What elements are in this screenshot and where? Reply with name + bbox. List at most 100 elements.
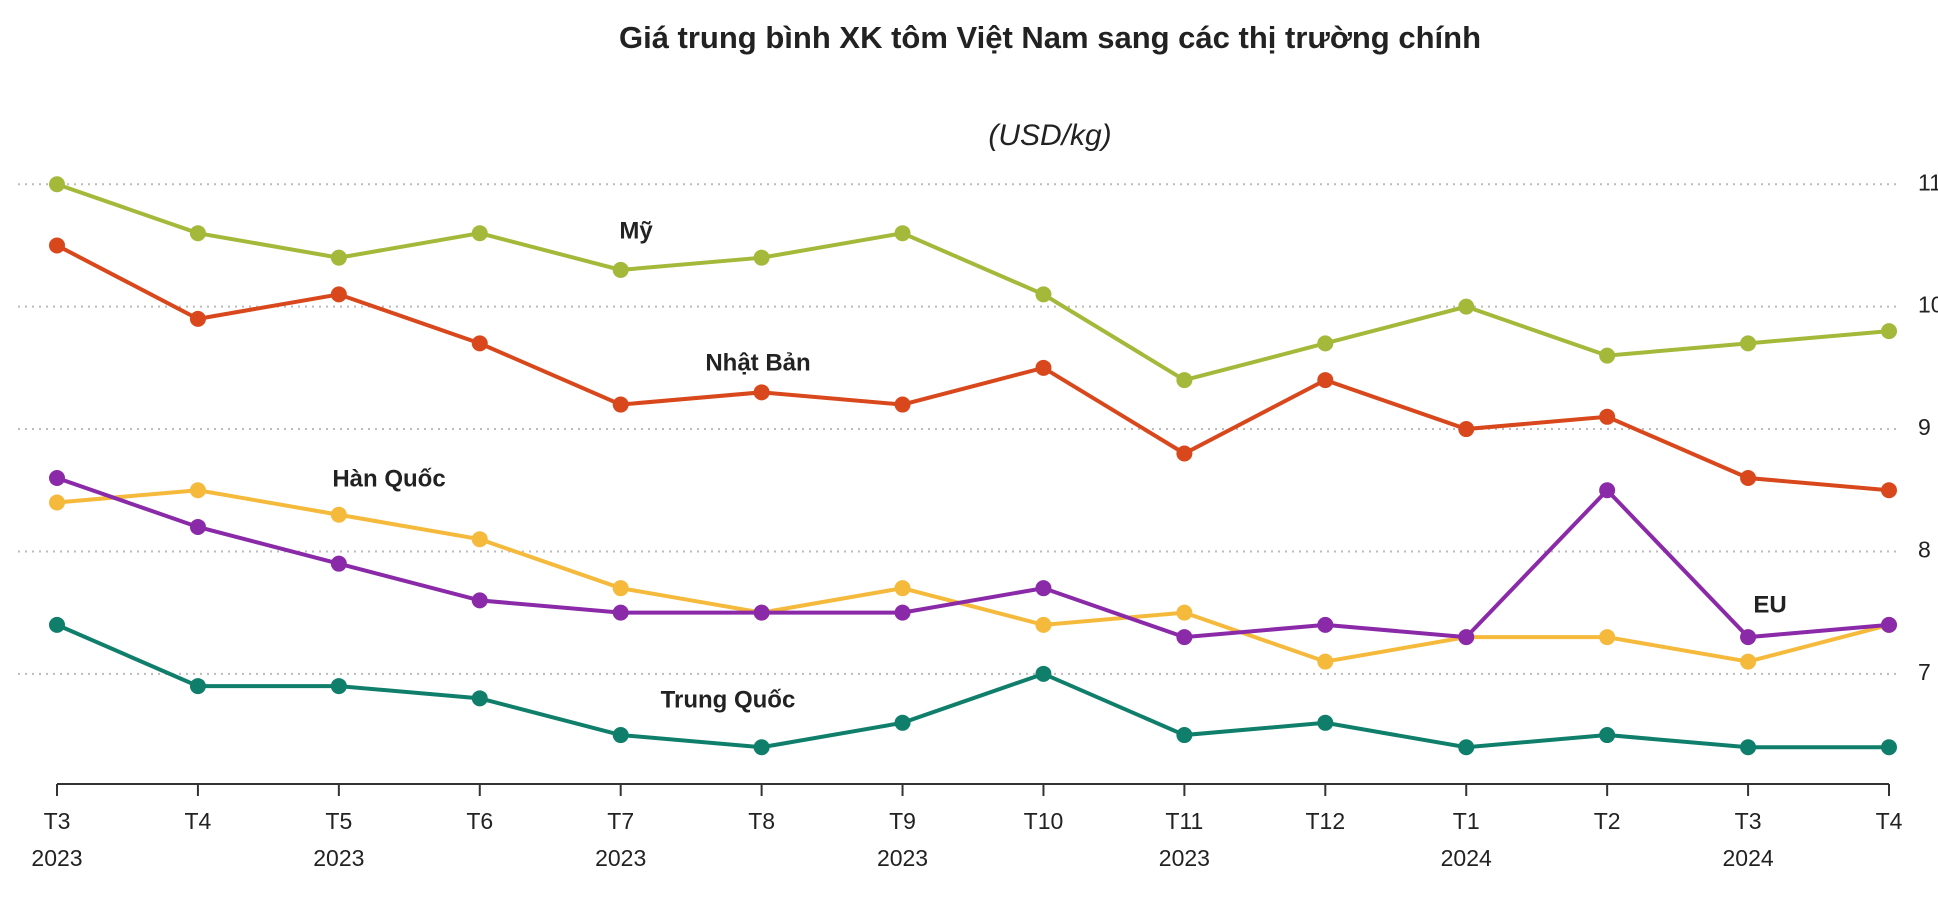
data-point — [753, 604, 770, 621]
series-label: Hàn Quốc — [332, 465, 445, 492]
x-tick-label: T3 — [1735, 808, 1762, 834]
x-tick-year: 2023 — [595, 845, 646, 871]
x-tick-year: 2023 — [31, 845, 82, 871]
data-point — [1458, 421, 1475, 438]
data-point — [1176, 604, 1193, 621]
x-tick-label: T5 — [325, 808, 352, 834]
data-point — [1317, 335, 1334, 352]
data-point — [1317, 653, 1334, 670]
data-point — [1176, 629, 1193, 646]
data-point — [1458, 629, 1475, 646]
data-point — [894, 225, 911, 242]
data-point — [1035, 665, 1052, 682]
data-point — [330, 286, 347, 303]
x-tick-label: T12 — [1305, 808, 1345, 834]
series-line — [56, 476, 1890, 640]
series-line — [56, 182, 1890, 383]
data-point — [1458, 298, 1475, 315]
x-tick-year: 2023 — [313, 845, 364, 871]
y-tick-label: 9 — [1918, 414, 1931, 440]
x-tick-label: T7 — [607, 808, 634, 834]
data-point — [1881, 482, 1897, 499]
x-tick-year: 2024 — [1441, 845, 1492, 871]
data-point — [612, 396, 629, 413]
x-tick-year: 2023 — [877, 845, 928, 871]
series-label: Trung Quốc — [661, 686, 796, 713]
data-point — [753, 249, 770, 266]
series-line — [56, 488, 1890, 664]
data-point — [1317, 714, 1334, 731]
data-point — [1740, 739, 1757, 756]
y-tick-label: 8 — [1918, 537, 1931, 563]
data-point — [330, 678, 347, 695]
y-tick-label: 10 — [1918, 292, 1938, 318]
data-point — [612, 261, 629, 278]
data-point — [1740, 653, 1757, 670]
series-label: Nhật Bản — [705, 349, 810, 376]
data-point — [1740, 629, 1757, 646]
chart-title: Giá trung bình XK tôm Việt Nam sang các … — [619, 20, 1481, 55]
x-tick-year: 2024 — [1722, 845, 1773, 871]
x-tick-label: T4 — [185, 808, 212, 834]
data-point — [189, 310, 206, 327]
series-label: Mỹ — [619, 217, 653, 244]
data-point — [1035, 359, 1052, 376]
data-point — [1176, 727, 1193, 744]
data-point — [1881, 323, 1897, 340]
data-point — [1599, 408, 1616, 425]
data-point — [189, 678, 206, 695]
y-tick-label: 7 — [1918, 659, 1931, 685]
data-point — [471, 592, 488, 609]
data-point — [471, 690, 488, 707]
x-tick-label: T11 — [1165, 808, 1203, 834]
data-point — [894, 396, 911, 413]
series-label: EU — [1753, 591, 1786, 618]
data-point — [1599, 727, 1616, 744]
data-point — [894, 580, 911, 597]
data-point — [1317, 616, 1334, 633]
data-point — [330, 555, 347, 572]
data-point — [1740, 470, 1757, 486]
data-point — [471, 531, 488, 548]
data-point — [1458, 739, 1475, 756]
data-point — [1035, 616, 1052, 633]
data-point — [894, 604, 911, 621]
data-point — [330, 506, 347, 523]
data-point — [330, 249, 347, 266]
data-point — [189, 482, 206, 499]
y-tick-label: 11 — [1918, 169, 1938, 195]
data-point — [1599, 482, 1616, 499]
x-tick-label: T9 — [889, 808, 916, 834]
data-point — [471, 335, 488, 352]
x-tick-year: 2023 — [1159, 845, 1210, 871]
data-point — [1176, 445, 1193, 462]
data-point — [1035, 286, 1052, 303]
data-point — [49, 176, 65, 193]
data-point — [471, 225, 488, 242]
data-point — [1317, 372, 1334, 389]
x-tick-label: T4 — [1876, 808, 1903, 834]
data-point — [1176, 372, 1193, 389]
x-tick-label: T10 — [1024, 808, 1064, 834]
data-point — [894, 714, 911, 731]
data-point — [49, 494, 65, 511]
data-point — [612, 727, 629, 744]
data-point — [189, 518, 206, 535]
x-tick-label: T6 — [466, 808, 493, 834]
x-tick-label: T8 — [748, 808, 775, 834]
data-point — [1740, 335, 1757, 352]
x-tick-label: T2 — [1594, 808, 1621, 834]
series-line — [56, 243, 1890, 493]
data-point — [1881, 616, 1897, 633]
series-line — [56, 623, 1889, 750]
chart-subtitle: (USD/kg) — [988, 119, 1111, 152]
data-point — [612, 580, 629, 597]
data-point — [1599, 347, 1616, 364]
x-tick-label: T1 — [1453, 808, 1480, 834]
data-point — [1881, 739, 1897, 756]
data-point — [1035, 580, 1052, 597]
data-point — [49, 237, 65, 254]
data-point — [753, 739, 770, 756]
